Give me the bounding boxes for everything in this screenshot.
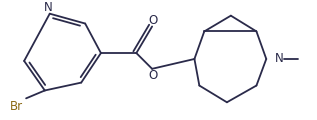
Text: O: O [148,14,158,27]
Text: Br: Br [10,100,23,113]
Text: N: N [275,52,283,66]
Text: N: N [44,1,53,14]
Text: O: O [148,69,158,82]
